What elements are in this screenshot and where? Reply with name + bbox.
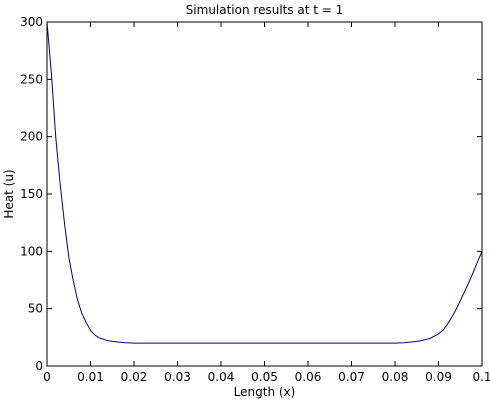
y-tick-label: 200 (20, 130, 43, 144)
y-tick-label: 300 (20, 15, 43, 29)
heat-series-line (46, 21, 483, 344)
x-tick-label: 0.03 (164, 370, 191, 384)
series-group (46, 21, 483, 344)
y-axis-ticks: 0 50 100 150 200 250 300 (20, 15, 482, 373)
plot-area (46, 21, 483, 367)
x-tick-label: 0.07 (338, 370, 365, 384)
x-tick-label: 0.04 (208, 370, 235, 384)
y-tick-label: 100 (20, 244, 43, 258)
x-axis-label: Length (x) (234, 385, 296, 399)
x-tick-label: 0 (43, 370, 51, 384)
x-tick-label: 0.06 (295, 370, 322, 384)
x-tick-label: 0.09 (425, 370, 452, 384)
x-tick-label: 0.02 (121, 370, 148, 384)
y-tick-label: 0 (35, 359, 43, 373)
x-tick-label: 0.01 (77, 370, 104, 384)
y-tick-label: 150 (20, 187, 43, 201)
x-tick-label: 0.08 (382, 370, 409, 384)
x-axis-ticks: 0 0.01 0.02 0.03 0.04 0.05 0.06 0.07 0.08 0.09 0.1 (43, 22, 490, 384)
x-tick-label: 0.1 (472, 370, 490, 384)
chart-title: Simulation results at t = 1 (186, 3, 344, 17)
x-tick-label: 0.05 (251, 370, 278, 384)
y-axis-label: Heat (u) (2, 169, 16, 218)
y-tick-label: 250 (20, 72, 43, 86)
y-tick-label: 50 (28, 302, 43, 316)
